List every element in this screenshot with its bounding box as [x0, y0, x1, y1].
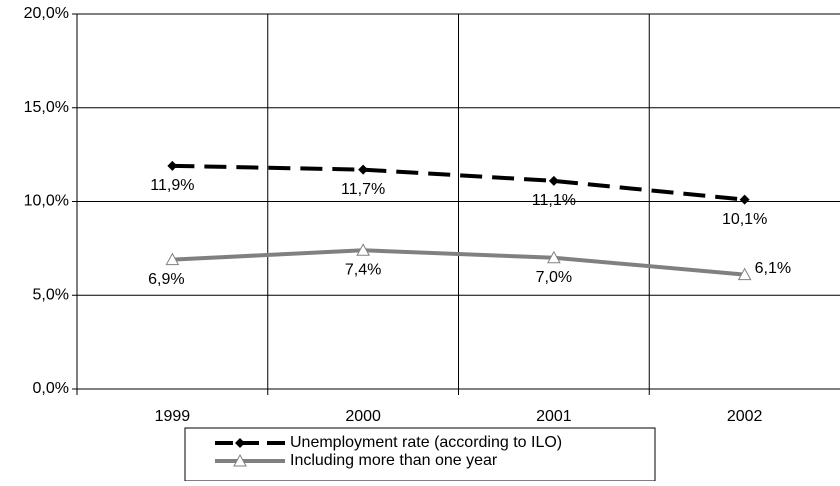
marker [165, 252, 180, 266]
y-tick-label: 10,0% [24, 193, 69, 210]
value-label: 7,4% [345, 261, 381, 278]
marker [547, 250, 561, 264]
x-tick-label: 2001 [536, 408, 572, 425]
marker [358, 164, 369, 175]
marker [356, 243, 370, 256]
legend-box [184, 427, 656, 482]
y-tick-label: 0,0% [33, 380, 69, 397]
value-label: 11,7% [341, 181, 385, 198]
value-label: 7,0% [536, 269, 572, 286]
marker [167, 160, 178, 171]
marker [739, 194, 750, 205]
marker [235, 438, 245, 448]
value-label: 11,1% [532, 192, 576, 209]
legend-label: Including more than one year [290, 452, 498, 469]
y-tick-label: 5,0% [33, 286, 69, 303]
marker [548, 175, 559, 186]
x-tick-label: 2000 [345, 408, 381, 425]
marker [737, 267, 752, 281]
x-tick-label: 1999 [155, 408, 191, 425]
series-line [172, 248, 745, 277]
marker [233, 453, 247, 467]
value-label: 10,1% [722, 211, 767, 228]
y-tick-label: 15,0% [24, 99, 69, 116]
value-label: 6,9% [148, 271, 184, 288]
y-tick-label: 20,0% [24, 5, 69, 22]
value-label: 11,9% [150, 177, 194, 194]
x-tick-label: 2002 [727, 408, 763, 425]
value-label: 6,1% [755, 260, 791, 277]
legend-label: Unemployment rate (according to ILO) [290, 434, 562, 451]
